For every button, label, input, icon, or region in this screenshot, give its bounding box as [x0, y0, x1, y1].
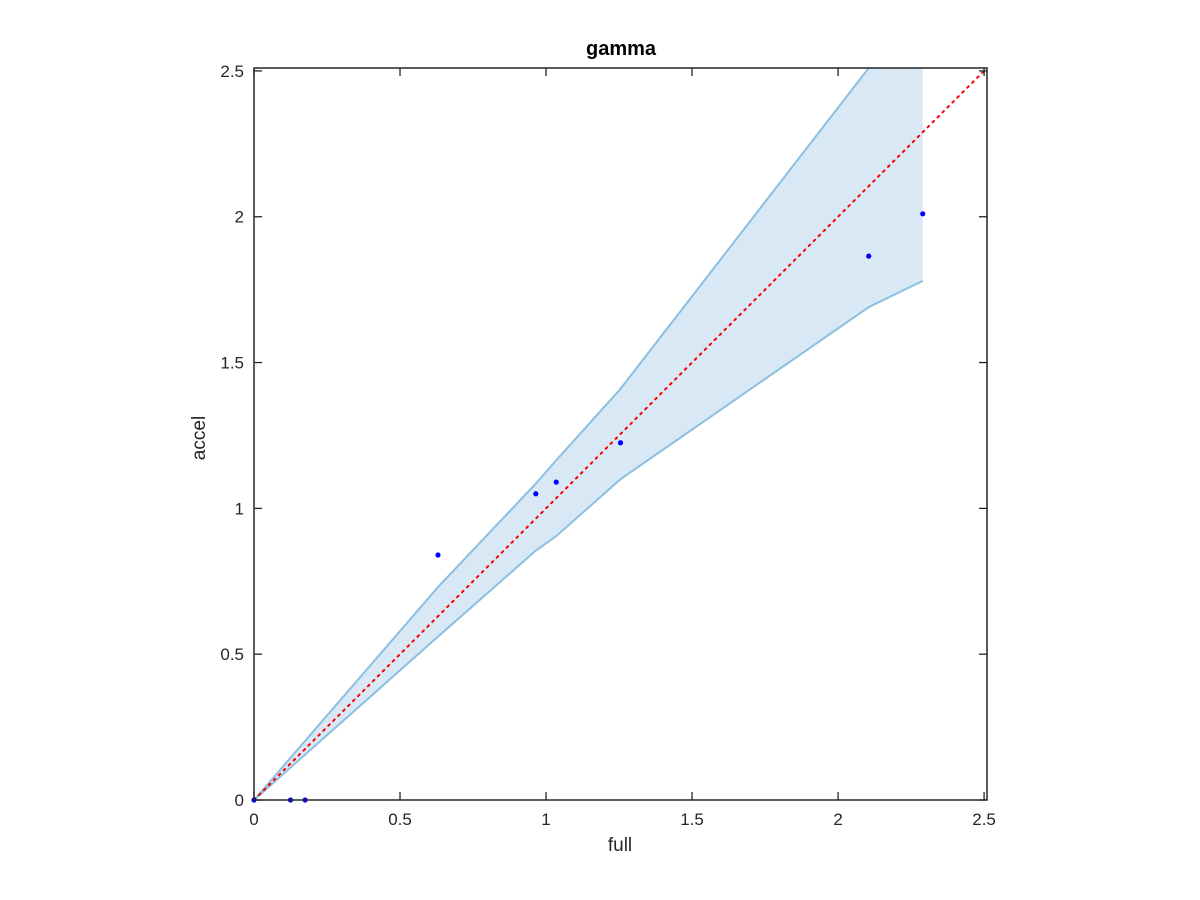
y-axis-label: accel	[189, 416, 210, 460]
x-tick-label-0: 0	[249, 810, 258, 829]
y-tick-label-4: 2	[235, 208, 244, 227]
chart-title: gamma	[586, 38, 657, 60]
reference-line	[253, 67, 988, 801]
confidence-band	[254, 68, 923, 800]
band-lower-edge	[253, 279, 924, 801]
data-point-7	[617, 440, 624, 446]
x-tick-label-1: 0.5	[388, 810, 412, 829]
data-point-8	[866, 253, 872, 259]
axes-box	[253, 67, 988, 801]
x-tick-label-5: 2.5	[972, 810, 996, 829]
y-tick-label-5: 2.5	[220, 62, 244, 81]
y-tick-label-2: 1	[235, 499, 244, 518]
x-axis-label: full	[608, 835, 632, 856]
plot-area: 0 0.5 1 1.5 2 2.5 0 0.5 1 1.5 2 2.5	[220, 62, 996, 829]
x-tick-label-3: 1.5	[680, 810, 704, 829]
data-point-5	[533, 491, 539, 497]
y-tick-label-3: 1.5	[220, 354, 244, 373]
x-tick-label-4: 2	[833, 810, 842, 829]
data-point-9	[920, 211, 926, 217]
y-tick-label-1: 0.5	[220, 645, 244, 664]
data-point-4	[435, 552, 441, 558]
y-tick-label-0: 0	[235, 791, 244, 810]
x-tick-label-2: 1	[541, 810, 550, 829]
data-point-6	[553, 479, 559, 485]
band-upper-edge	[253, 67, 870, 801]
